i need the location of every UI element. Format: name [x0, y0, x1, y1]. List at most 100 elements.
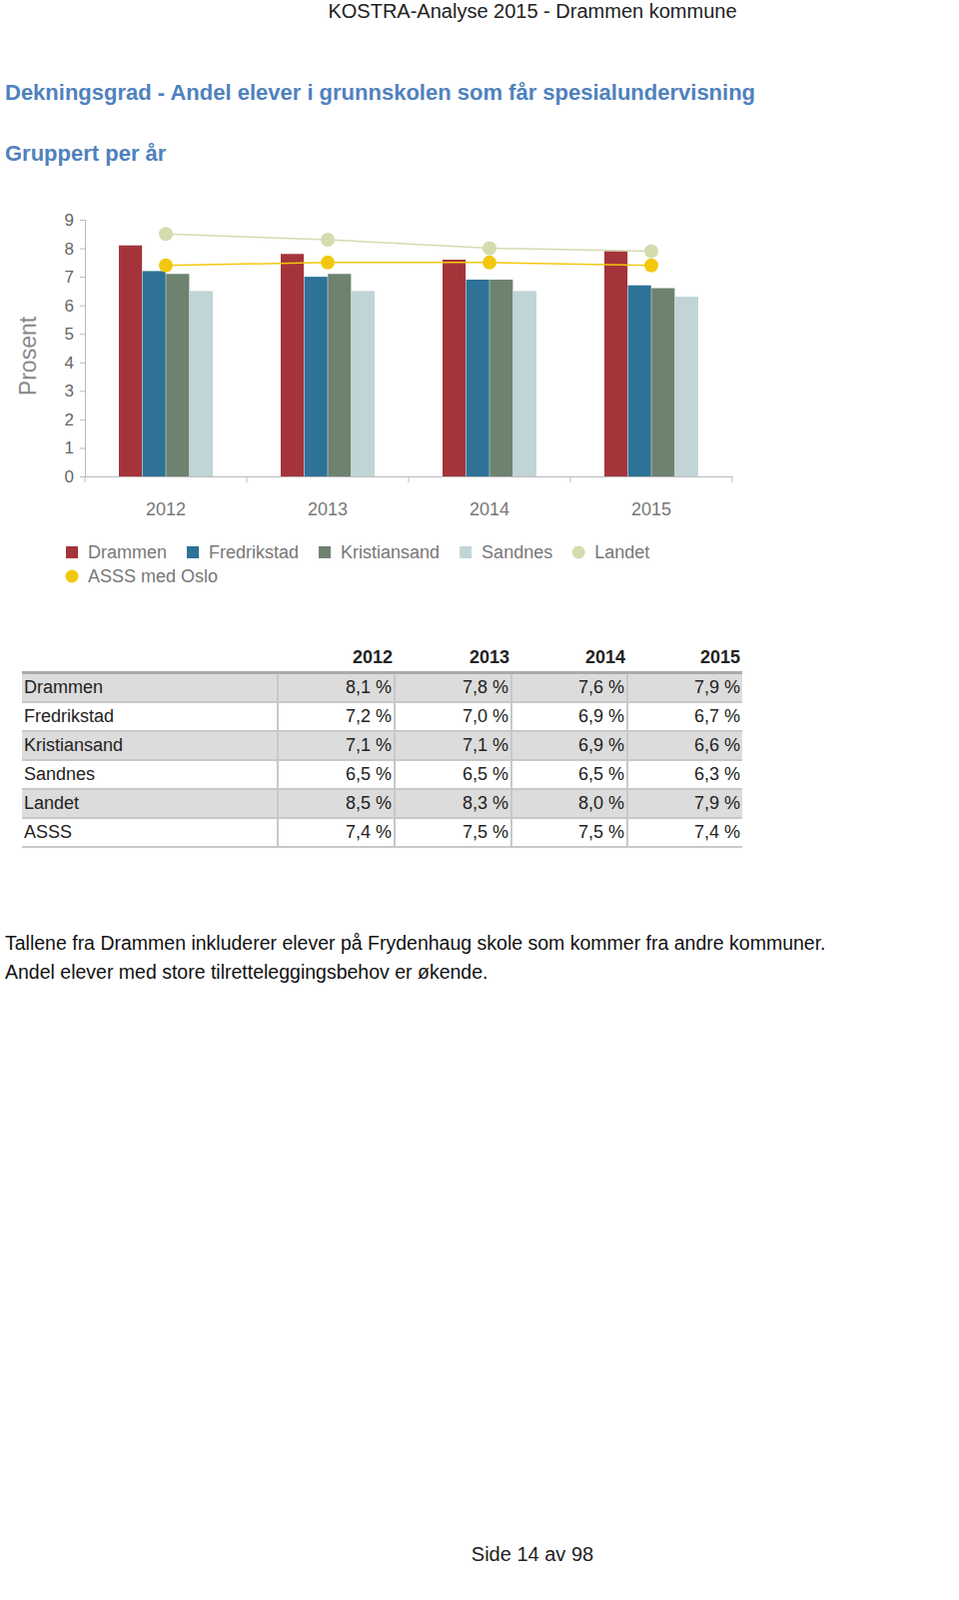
chart: 0123456789Prosent2012201320142015Drammen…: [0, 0, 959, 620]
y-tick: 7: [64, 267, 85, 287]
marker: [320, 255, 335, 270]
legend-item: Sandnes: [459, 542, 553, 563]
table-cell: 6,3 %: [627, 760, 743, 790]
bar: [651, 288, 675, 477]
x-band-divider: [84, 476, 86, 483]
x-tick: 2013: [307, 476, 348, 520]
y-tick: 8: [64, 238, 85, 258]
table-row: Sandnes6,5 %6,5 %6,5 %6,3 %: [21, 760, 743, 790]
legend-swatch: [572, 546, 586, 560]
y-tick: 6: [64, 296, 85, 316]
table-cell: 6,7 %: [627, 702, 743, 732]
legend-item: Fredrikstad: [186, 542, 299, 563]
table-cell: 7,9 %: [627, 789, 743, 819]
table-row-label: Sandnes: [21, 760, 278, 790]
page-footer: Side 14 av 98: [0, 1543, 959, 1567]
x-tick-label: 2014: [469, 499, 510, 520]
bar: [304, 276, 328, 477]
table-row-label: Fredrikstad: [21, 702, 278, 732]
y-tick-label: 6: [64, 296, 74, 316]
y-tick: 5: [64, 324, 85, 344]
table-row-label: ASSS: [21, 818, 278, 848]
table-cell: 8,5 %: [277, 789, 395, 819]
table-row-label: Kristiansand: [21, 731, 278, 761]
table-cell: 6,9 %: [511, 731, 628, 761]
y-tick: 2: [64, 410, 85, 430]
plot-marks: [118, 226, 699, 477]
bar: [351, 290, 375, 477]
line: [165, 233, 652, 251]
table-cell: 8,0 %: [511, 789, 628, 819]
marker: [644, 258, 659, 273]
legend-label: Fredrikstad: [208, 542, 299, 563]
legend-label: Drammen: [87, 542, 167, 563]
bar: [442, 259, 466, 477]
paragraph: Tallene fra Drammen inkluderer elever på…: [4, 929, 957, 959]
bar: [466, 279, 490, 477]
table-row: ASSS7,4 %7,5 %7,5 %7,4 %: [21, 818, 743, 848]
table-cell: 7,5 %: [511, 818, 628, 848]
y-tick-mark: [79, 333, 85, 335]
marker: [158, 226, 173, 241]
legend: Drammen Fredrikstad Kristiansand Sandnes Lan…: [65, 542, 651, 587]
y-axis-line: [79, 220, 86, 478]
y-axis-title: Prosent: [14, 315, 41, 396]
table-cell: 6,5 %: [277, 760, 395, 790]
table-row: Drammen8,1 %7,8 %7,6 %7,9 %: [21, 673, 743, 704]
x-band-divider: [732, 476, 734, 483]
legend-item: Kristiansand: [318, 542, 440, 563]
section-subtitle: Gruppert per år: [4, 140, 166, 167]
table-cell: 7,1 %: [394, 731, 512, 761]
legend-swatch: [65, 570, 79, 584]
y-tick-mark: [79, 419, 85, 421]
y-tick-mark: [79, 305, 85, 307]
x-band-divider: [570, 476, 572, 483]
marker: [644, 243, 659, 258]
y-tick-mark: [79, 248, 85, 250]
bar: [327, 273, 351, 477]
table-cell: 7,1 %: [277, 731, 395, 761]
table-cell: 7,2 %: [277, 702, 395, 732]
y-tick-label: 3: [64, 381, 74, 401]
bar: [165, 273, 189, 477]
table-cell: 6,6 %: [627, 731, 743, 761]
table-cell: 8,1 %: [277, 673, 395, 704]
y-tick-mark: [79, 276, 85, 278]
section-title: Dekningsgrad - Andel elever i grunnskole…: [4, 79, 756, 106]
y-tick: 1: [64, 438, 85, 458]
table-column-header: 2013: [394, 644, 512, 674]
marker: [482, 255, 497, 270]
table-row-label: Landet: [21, 789, 278, 819]
table-header-row: 2012201320142015: [21, 644, 743, 674]
x-band-divider: [408, 476, 410, 483]
y-tick-label: 7: [64, 267, 74, 287]
bar: [189, 290, 213, 477]
legend-label: Landet: [594, 542, 650, 563]
legend-item: ASSS med Oslo: [65, 566, 219, 587]
y-tick-label: 0: [64, 467, 74, 487]
legend-swatch: [186, 546, 199, 559]
table-cell: 7,5 %: [394, 818, 512, 848]
table-cell: 7,6 %: [511, 673, 628, 704]
table-cell: 6,5 %: [511, 760, 628, 790]
y-tick: 3: [64, 381, 85, 401]
table-column-header: 2015: [627, 644, 743, 674]
table-cell: 8,3 %: [394, 789, 512, 819]
table-cell: 7,4 %: [277, 818, 395, 848]
table-cell: 6,9 %: [511, 702, 628, 732]
table-cell: 7,4 %: [627, 818, 743, 848]
bar: [513, 290, 537, 477]
table-row-label: Drammen: [21, 673, 278, 704]
y-tick: 0: [64, 467, 85, 487]
legend-swatch: [65, 546, 78, 559]
bar: [628, 285, 652, 477]
bar: [489, 279, 513, 477]
bar: [142, 270, 166, 477]
y-tick: 4: [64, 353, 85, 373]
x-band-divider: [246, 476, 248, 483]
x-tick: 2012: [145, 476, 186, 520]
y-tick-label: 5: [64, 324, 74, 344]
table-cell: 7,9 %: [627, 673, 743, 704]
y-tick-mark: [79, 362, 85, 364]
table-column-header: 2012: [277, 644, 395, 674]
